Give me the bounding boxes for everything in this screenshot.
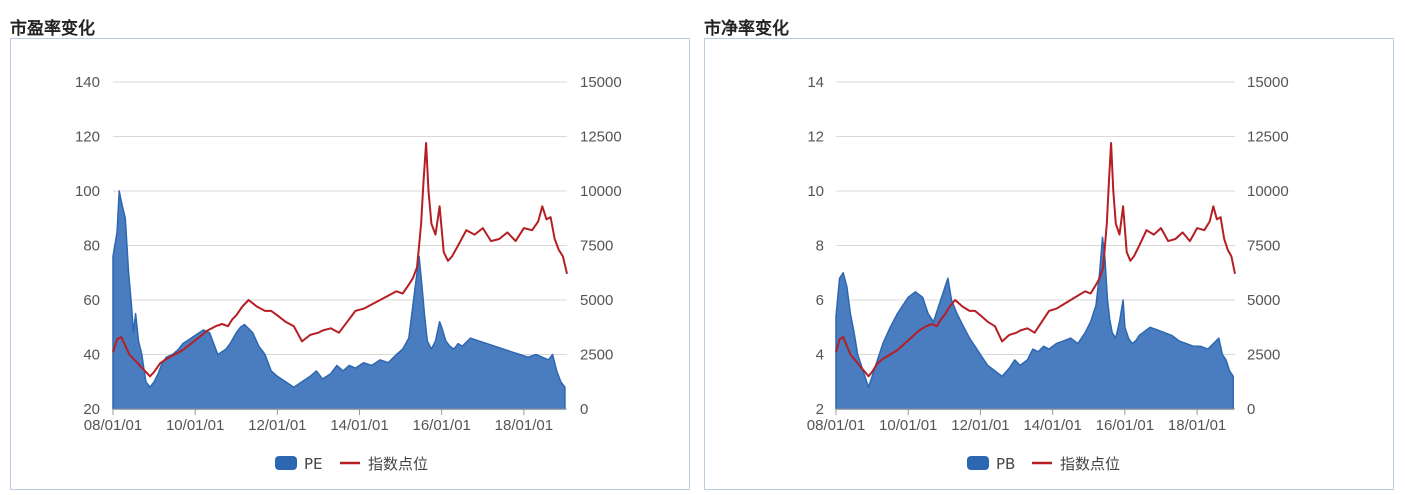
x-axis-tick-label: 14/01/01 <box>330 417 388 434</box>
right-axis-tick-label: 0 <box>580 401 588 418</box>
x-axis-tick-label: 16/01/01 <box>1096 417 1154 434</box>
right-axis-tick-label: 5000 <box>1247 292 1280 309</box>
x-axis-tick-label: 10/01/01 <box>879 417 937 434</box>
legend-label-index: 指数点位 <box>1060 455 1120 473</box>
right-axis-tick-label: 10000 <box>1247 183 1289 200</box>
legend-swatch-pb <box>967 456 989 470</box>
pb-chart: 2 4 6 8 10 12 14 0 2500 5000 7500 10000 12500 15000 08… <box>807 74 1289 473</box>
left-axis-tick-label: 4 <box>816 347 824 364</box>
right-axis-tick-label: 7500 <box>580 238 613 255</box>
left-axis-tick-label: 120 <box>75 129 100 146</box>
left-axis-tick-label: 2 <box>816 401 824 418</box>
legend-label-index: 指数点位 <box>368 455 428 473</box>
legend-label-pb: PB <box>996 455 1015 473</box>
right-axis-tick-label: 2500 <box>580 347 613 364</box>
right-axis-tick-label: 15000 <box>1247 74 1289 91</box>
pe-chart: 20 40 60 80 100 120 140 0 2500 5000 7500 10000 12500… <box>75 74 622 473</box>
left-axis-tick-label: 60 <box>83 292 100 309</box>
x-axis-tick-label: 12/01/01 <box>951 417 1009 434</box>
right-axis-tick-label: 15000 <box>580 74 622 91</box>
left-axis-tick-label: 8 <box>816 238 824 255</box>
x-axis-tick-label: 18/01/01 <box>495 417 553 434</box>
x-axis-tick-label: 12/01/01 <box>248 417 306 434</box>
left-axis-tick-label: 12 <box>807 129 824 146</box>
left-axis-tick-label: 40 <box>83 347 100 364</box>
pe-area-series <box>112 190 566 410</box>
right-axis-tick-label: 12500 <box>580 129 622 146</box>
pb-panel-title: 市净率变化 <box>704 19 789 39</box>
pb-chart-panel <box>704 38 1394 490</box>
right-axis-tick-label: 12500 <box>1247 129 1289 146</box>
right-axis-tick-label: 7500 <box>1247 238 1280 255</box>
index-line-series <box>112 142 568 378</box>
index-line-series <box>835 142 1236 378</box>
right-axis-tick-label: 2500 <box>1247 347 1280 364</box>
left-axis-tick-label: 20 <box>83 401 100 418</box>
x-axis-tick-label: 08/01/01 <box>807 417 865 434</box>
pe-panel-title: 市盈率变化 <box>10 19 95 39</box>
left-axis-tick-label: 6 <box>816 292 824 309</box>
right-axis-tick-label: 0 <box>1247 401 1255 418</box>
left-axis-tick-label: 100 <box>75 183 100 200</box>
x-axis-tick-label: 18/01/01 <box>1168 417 1226 434</box>
left-axis-tick-label: 140 <box>75 74 100 91</box>
pb-area-series <box>835 236 1234 410</box>
x-axis-tick-label: 16/01/01 <box>412 417 470 434</box>
legend-swatch-pe <box>275 456 297 470</box>
x-axis-tick-label: 14/01/01 <box>1023 417 1081 434</box>
x-axis-tick-label: 10/01/01 <box>166 417 224 434</box>
left-axis-tick-label: 80 <box>83 238 100 255</box>
right-axis-tick-label: 5000 <box>580 292 613 309</box>
legend-label-pe: PE <box>304 455 323 473</box>
left-axis-tick-label: 10 <box>807 183 824 200</box>
left-axis-tick-label: 14 <box>807 74 824 91</box>
x-axis-tick-label: 08/01/01 <box>84 417 142 434</box>
right-axis-tick-label: 10000 <box>580 183 622 200</box>
